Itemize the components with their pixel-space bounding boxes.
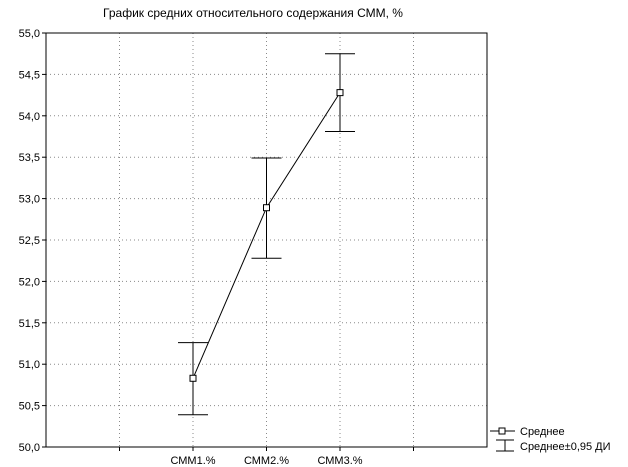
x-tick-label: СММ1.% bbox=[170, 455, 215, 467]
mean-point bbox=[263, 204, 270, 212]
mean-point bbox=[336, 89, 344, 97]
y-tick-label: 54,0 bbox=[19, 111, 40, 123]
x-tick-label: СММ3.% bbox=[317, 455, 362, 467]
y-tick-label: 51,5 bbox=[19, 318, 40, 330]
chart-title: График средних относительного содержания… bbox=[103, 6, 403, 20]
y-tick-label: 50,5 bbox=[19, 401, 40, 413]
y-tick-label: 53,0 bbox=[19, 194, 40, 206]
x-axis: СММ1.% СММ2.% СММ3.% bbox=[119, 447, 414, 467]
legend-mean-label: Среднее bbox=[520, 426, 565, 438]
x-tick-label: СММ2.% bbox=[244, 455, 289, 467]
y-tick-label: 51,0 bbox=[19, 359, 40, 371]
error-bars bbox=[178, 53, 355, 416]
y-tick-label: 54,5 bbox=[19, 69, 40, 81]
mean-point bbox=[189, 374, 197, 382]
legend-mean-marker bbox=[498, 427, 506, 435]
y-tick-label: 50,0 bbox=[19, 442, 40, 454]
y-tick-label: 55,0 bbox=[19, 28, 40, 40]
legend-ci-label: Среднее±0,95 ДИ bbox=[520, 441, 611, 453]
y-tick-label: 52,5 bbox=[19, 235, 40, 247]
y-tick-label: 53,5 bbox=[19, 152, 40, 164]
y-tick-label: 52,0 bbox=[19, 276, 40, 288]
y-axis: 50,0 50,5 51,0 51,5 52,0 52,5 53,0 53,5 54,0 54,5… bbox=[19, 28, 46, 454]
legend: Среднее Среднее±0,95 ДИ bbox=[490, 426, 611, 453]
series-line bbox=[189, 89, 344, 382]
